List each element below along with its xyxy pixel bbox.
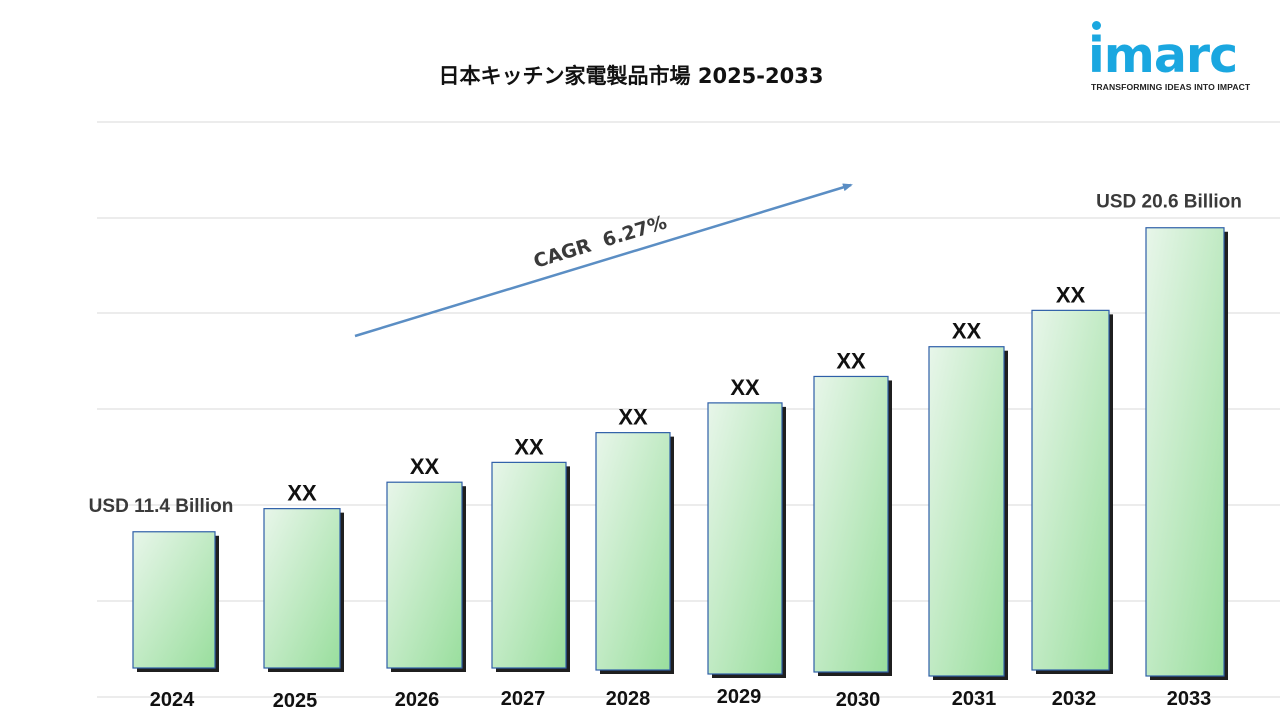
bar-2025 bbox=[263, 508, 341, 669]
bar-2030 bbox=[813, 375, 889, 673]
x-tick-label: 2026 bbox=[395, 689, 440, 711]
x-tick-label: 2028 bbox=[606, 688, 651, 710]
x-tick-label: 2030 bbox=[836, 689, 881, 711]
bar-2032 bbox=[1031, 309, 1110, 671]
bar-value-label: USD 11.4 Billion bbox=[89, 496, 234, 517]
bar-value-label: XX bbox=[410, 454, 440, 479]
imarc-logo: imarc TRANSFORMING IDEAS INTO IMPACT bbox=[1088, 18, 1264, 98]
bar-2029 bbox=[707, 402, 783, 675]
bar-2026 bbox=[386, 481, 463, 669]
bar-2024 bbox=[132, 531, 216, 669]
x-tick-label: 2024 bbox=[150, 689, 195, 711]
bar-value-label: USD 20.6 Billion bbox=[1096, 192, 1242, 213]
bar-value-label: XX bbox=[952, 319, 982, 344]
bar-value-label: XX bbox=[618, 405, 648, 430]
bar-2028 bbox=[595, 432, 671, 671]
bar-value-label: XX bbox=[836, 348, 866, 373]
x-tick-label: 2029 bbox=[717, 686, 762, 708]
bar-value-label: XX bbox=[1056, 282, 1086, 307]
bar-value-label: XX bbox=[730, 375, 760, 400]
bar-value-label: XX bbox=[287, 481, 317, 506]
chart-title: 日本キッチン家電製品市場 2025-2033 bbox=[438, 64, 824, 88]
logo-tagline: TRANSFORMING IDEAS INTO IMPACT bbox=[1091, 82, 1251, 92]
bars bbox=[132, 227, 1228, 680]
x-tick-label: 2027 bbox=[501, 688, 546, 710]
x-tick-label: 2032 bbox=[1052, 688, 1097, 710]
x-tick-label: 2031 bbox=[952, 688, 997, 710]
logo-wordmark: imarc bbox=[1088, 27, 1238, 84]
labels: USD 11.4 Billion 2024 XX 2025 XX 2026 XX 2027 XX… bbox=[89, 192, 1242, 712]
logo-dot bbox=[1092, 21, 1101, 30]
bar-2033 bbox=[1145, 227, 1225, 677]
bar-2027 bbox=[491, 461, 567, 669]
bar-value-label: XX bbox=[514, 434, 544, 459]
cagr-arrow bbox=[354, 183, 853, 338]
x-tick-label: 2033 bbox=[1167, 688, 1212, 710]
bar-2031 bbox=[928, 346, 1005, 677]
x-tick-label: 2025 bbox=[273, 690, 318, 712]
cagr-label: CAGR 6.27% bbox=[531, 211, 669, 272]
